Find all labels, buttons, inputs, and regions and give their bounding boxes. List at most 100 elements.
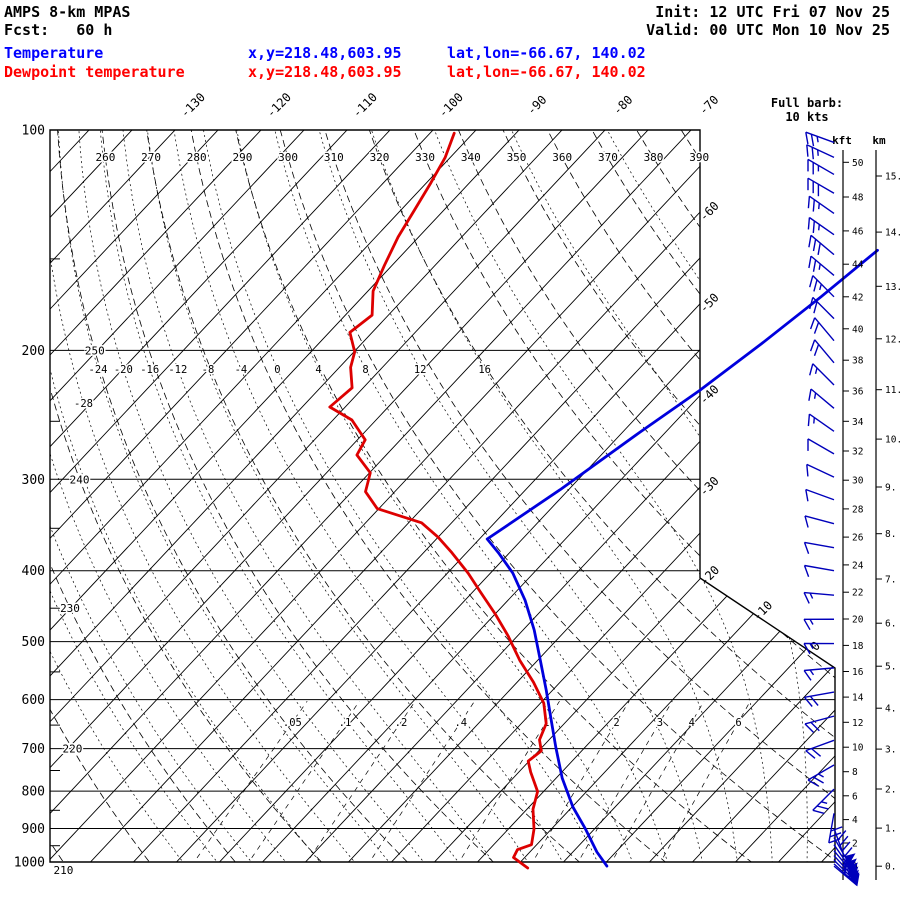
theta-label-top: 340: [461, 151, 481, 164]
pressure-label: 700: [22, 742, 45, 757]
theta-label-top: 320: [370, 151, 390, 164]
wind-barb: [809, 296, 835, 320]
km-tick-label: 2.: [885, 785, 896, 796]
kft-tick-label: 2: [852, 839, 858, 850]
wind-barb: [807, 413, 835, 432]
km-axis-title: km: [872, 134, 886, 147]
wind-barb: [809, 275, 835, 298]
pressure-gridlines: [50, 258, 835, 847]
kft-tick-label: 32: [852, 447, 863, 458]
theta-label-top: 380: [644, 151, 664, 164]
wind-barb: [807, 195, 835, 214]
wind-barb: [808, 234, 835, 256]
theta-label-top: 260: [95, 151, 115, 164]
moist-adiabat-label: 8: [362, 364, 368, 376]
background-line-families: [50, 130, 835, 862]
kft-tick-label: 10: [852, 743, 864, 754]
mixing-ratio-label: 6: [735, 717, 741, 729]
wind-barb: [808, 255, 835, 276]
plot-border: [49, 129, 836, 863]
kft-tick-label: 38: [852, 356, 864, 367]
legend-temperature-latlon: lat,lon=-66.67, 140.02: [447, 44, 646, 62]
theta-label-bottom: 210: [53, 864, 73, 877]
wind-barb: [805, 739, 835, 759]
kft-tick-label: 26: [852, 533, 864, 544]
pressure-label: 600: [22, 693, 45, 708]
wind-barb: [803, 541, 835, 554]
wind-barb: [806, 463, 835, 478]
theta-label-top: 270: [141, 151, 161, 164]
kft-tick-label: 6: [852, 791, 858, 802]
wind-barb: [807, 216, 835, 236]
pressure-label: 500: [22, 635, 45, 650]
kft-tick-label: 44: [852, 260, 864, 271]
km-tick-label: 7.: [885, 575, 896, 586]
theta-label-left: 250: [85, 344, 105, 357]
kft-tick-label: 4: [852, 815, 858, 826]
kft-tick-label: 8: [852, 767, 858, 778]
wind-barb: [803, 691, 835, 707]
isotherm-label-top: -130: [178, 90, 208, 120]
pressure-label: 100: [22, 124, 45, 139]
isotherm-label-top: -110: [350, 90, 380, 120]
km-tick-label: 5.: [885, 662, 896, 673]
pressure-label: 300: [22, 473, 45, 488]
wind-barb: [812, 788, 835, 815]
km-tick-label: 4.: [885, 704, 896, 715]
theta-label-top: 390: [689, 151, 709, 164]
dewpoint-curve: [328, 131, 548, 870]
legend-dewpoint-label: Dewpoint temperature: [4, 63, 185, 81]
wind-barb: [804, 715, 835, 733]
moist-adiabat-label: -4: [235, 364, 248, 376]
km-tick-label: 0.: [885, 862, 896, 873]
legend-temperature-label: Temperature: [4, 44, 104, 62]
moist-adiabat-label: -20: [114, 364, 133, 376]
kft-tick-label: 42: [852, 292, 863, 303]
kft-tick-label: 12: [852, 718, 863, 729]
mixing-ratio-label: 4: [689, 717, 695, 729]
wind-barb: [804, 515, 835, 528]
theta-label-top: 300: [278, 151, 298, 164]
wind-barb: [807, 158, 835, 176]
theta-label-top: 290: [232, 151, 252, 164]
kft-tick-label: 22: [852, 588, 863, 599]
isotherm-lines: [50, 130, 835, 862]
pressure-label: 200: [22, 344, 45, 359]
wind-barb: [809, 363, 835, 386]
pressure-label: 1000: [14, 856, 45, 871]
theta-label-left: 230: [60, 602, 80, 615]
pressure-label: 400: [22, 564, 45, 579]
theta-label-top: 370: [598, 151, 618, 164]
legend-dewpoint-latlon: lat,lon=-66.67, 140.02: [447, 63, 646, 81]
wind-barb: [803, 667, 835, 681]
mixing-ratio-label: .05: [283, 717, 302, 729]
full-barb-note-line2: 10 kts: [785, 110, 829, 124]
moist-adiabat-label: -8: [202, 364, 215, 376]
moist-adiabat-label: -12: [168, 364, 187, 376]
kft-tick-label: 34: [852, 417, 864, 428]
pressure-label: 900: [22, 822, 45, 837]
km-tick-label: 9.: [885, 483, 896, 494]
kft-tick-label: 46: [852, 226, 864, 237]
mixing-ratio-label: .2: [395, 717, 408, 729]
temperature-curve: [485, 248, 879, 868]
model-title: AMPS 8-km MPAS: [4, 3, 131, 21]
km-tick-label: 12.: [885, 334, 900, 345]
km-tick-label: 6.: [885, 619, 896, 630]
wind-barb: [805, 131, 835, 147]
isotherm-label-top: -90: [524, 93, 549, 118]
pressure-label: 800: [22, 785, 45, 800]
kft-tick-label: 20: [852, 615, 864, 626]
km-tick-label: 14.: [885, 228, 900, 239]
moist-adiabat-label: 4: [315, 364, 321, 376]
wind-barb: [807, 438, 835, 455]
wind-barb: [805, 488, 835, 502]
theta-label-top: 280: [187, 151, 207, 164]
kft-tick-label: 30: [852, 476, 864, 487]
valid-time: Valid: 00 UTC Mon 10 Nov 25: [646, 21, 890, 39]
km-tick-label: 13.: [885, 282, 900, 293]
wind-barb: [803, 618, 835, 631]
wind-barb: [806, 144, 835, 160]
moist-adiabat-lines: [50, 130, 835, 862]
